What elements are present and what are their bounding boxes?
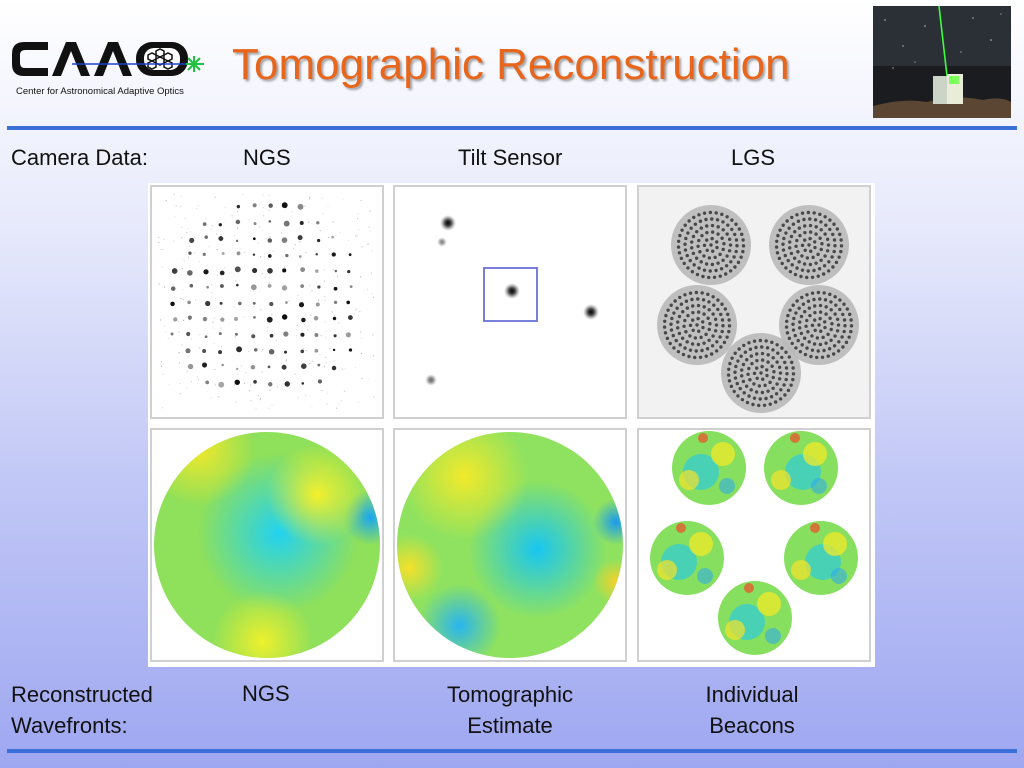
lgs-camera-image <box>637 185 871 419</box>
individual-beacons-image <box>637 428 871 662</box>
image-grid <box>148 183 875 667</box>
individual-line2: Beacons <box>709 713 795 738</box>
logo-subtitle: Center for Astronomical Adaptive Optics <box>16 86 184 97</box>
ngs-column-label: NGS <box>243 145 291 170</box>
tomographic-line2: Estimate <box>467 713 553 738</box>
page-title: Tomographic Reconstruction <box>232 40 790 89</box>
ngs-camera-image <box>150 185 384 419</box>
tilt-box <box>483 267 538 322</box>
tilt-sensor-column-label: Tilt Sensor <box>458 145 563 170</box>
top-divider <box>7 126 1017 130</box>
reconstructed-line1: Reconstructed <box>11 682 153 707</box>
tomographic-line1: Tomographic <box>447 682 573 707</box>
reconstructed-line2: Wavefronts: <box>11 713 128 738</box>
caao-logo: Center for Astronomical Adaptive Optics <box>8 34 208 100</box>
camera-data-label: Camera Data: <box>11 145 148 170</box>
individual-beacons-label: Individual Beacons <box>672 679 832 741</box>
lgs-column-label: LGS <box>731 145 776 170</box>
ngs-wavefront-image <box>150 428 384 662</box>
tomographic-estimate-image <box>393 428 627 662</box>
caao-logo-mark <box>12 42 204 76</box>
tomographic-estimate-label: Tomographic Estimate <box>420 679 600 741</box>
bottom-divider <box>7 749 1017 753</box>
individual-line1: Individual <box>705 682 799 707</box>
ngs-bottom-label: NGS <box>242 681 290 706</box>
tilt-sensor-image <box>393 185 627 419</box>
observatory-photo <box>873 6 1011 118</box>
reconstructed-wavefronts-label: Reconstructed Wavefronts: <box>11 679 153 741</box>
